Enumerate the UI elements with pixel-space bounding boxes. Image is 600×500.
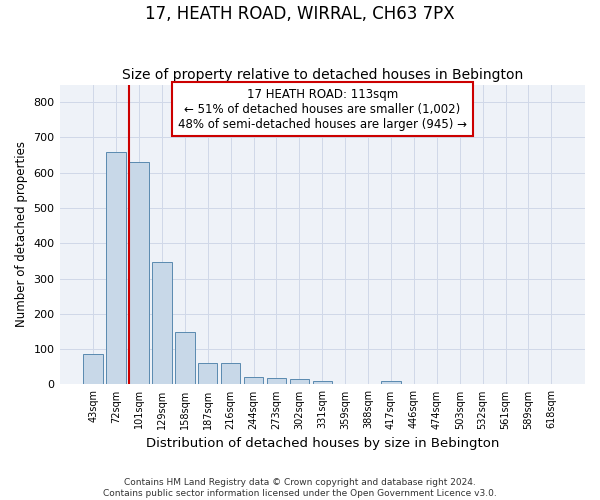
Bar bbox=[83, 354, 103, 384]
Bar bbox=[152, 262, 172, 384]
Bar bbox=[221, 362, 241, 384]
Bar bbox=[313, 381, 332, 384]
X-axis label: Distribution of detached houses by size in Bebington: Distribution of detached houses by size … bbox=[146, 437, 499, 450]
Bar bbox=[244, 376, 263, 384]
Bar bbox=[198, 362, 217, 384]
Title: Size of property relative to detached houses in Bebington: Size of property relative to detached ho… bbox=[122, 68, 523, 82]
Text: Contains HM Land Registry data © Crown copyright and database right 2024.
Contai: Contains HM Land Registry data © Crown c… bbox=[103, 478, 497, 498]
Bar bbox=[129, 162, 149, 384]
Text: 17 HEATH ROAD: 113sqm
← 51% of detached houses are smaller (1,002)
48% of semi-d: 17 HEATH ROAD: 113sqm ← 51% of detached … bbox=[178, 88, 467, 130]
Y-axis label: Number of detached properties: Number of detached properties bbox=[15, 142, 28, 328]
Bar bbox=[381, 381, 401, 384]
Text: 17, HEATH ROAD, WIRRAL, CH63 7PX: 17, HEATH ROAD, WIRRAL, CH63 7PX bbox=[145, 5, 455, 23]
Bar bbox=[290, 380, 309, 384]
Bar bbox=[106, 152, 126, 384]
Bar bbox=[267, 378, 286, 384]
Bar bbox=[175, 332, 194, 384]
